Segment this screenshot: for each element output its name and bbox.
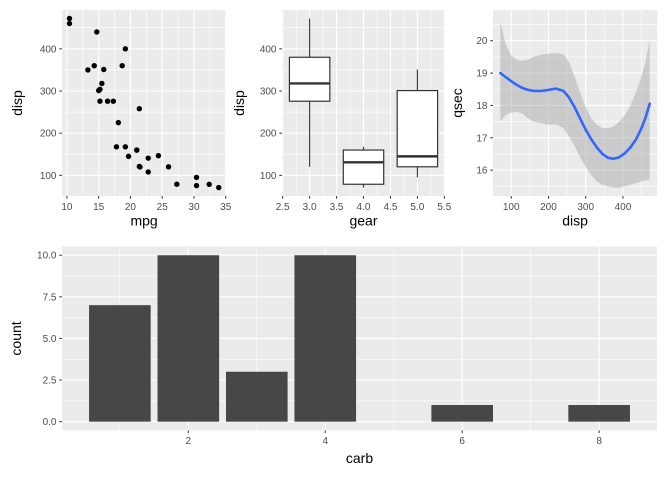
x-tick-label: 4 <box>322 436 328 447</box>
x-tick-label: 300 <box>577 202 594 213</box>
smooth-panel: 100 200 300 400 16 17 18 19 20 disp qsec <box>449 10 658 229</box>
confidence-ribbon <box>500 21 650 188</box>
x-tick-label: 3.5 <box>330 202 344 213</box>
box <box>288 56 331 102</box>
x-tick-label: 4.0 <box>357 202 371 213</box>
x-tick-label: 100 <box>503 202 520 213</box>
y-tick-label: 17 <box>476 133 488 144</box>
y-tick-label: 300 <box>260 87 277 98</box>
y-tick-label: 2.5 <box>43 376 57 387</box>
x-tick-label: 35 <box>220 202 232 213</box>
data-point <box>193 174 200 181</box>
x-axis-title: gear <box>349 213 377 229</box>
box <box>396 89 439 168</box>
bar <box>157 255 220 422</box>
data-point <box>91 62 97 69</box>
y-tick-label: 10.0 <box>37 251 57 262</box>
y-axis-title: qsec <box>449 88 465 118</box>
y-tick-label: 20 <box>476 36 488 47</box>
data-point <box>145 155 151 161</box>
data-point <box>122 46 129 52</box>
y-tick-label: 100 <box>260 171 277 182</box>
y-tick-label: 300 <box>40 87 57 98</box>
x-tick-label: 400 <box>615 202 632 213</box>
y-axis-title: disp <box>9 90 25 116</box>
x-tick-label: 20 <box>125 202 137 213</box>
y-tick-label: 400 <box>260 44 277 55</box>
data-point <box>136 163 143 170</box>
y-tick-label: 200 <box>40 129 57 140</box>
bar <box>89 305 151 422</box>
scatter-panel: 10 15 20 25 30 35 100 200 300 400 mpg disp <box>9 10 232 229</box>
bar-panel: 2 4 6 8 0.0 2.5 5.0 7.5 10.0 carb count <box>8 246 657 466</box>
x-tick-label: 3.0 <box>303 202 317 213</box>
y-tick-label: 16 <box>476 166 488 177</box>
y-tick-label: 18 <box>476 101 488 112</box>
x-axis-title: disp <box>562 213 588 229</box>
data-point <box>104 98 111 104</box>
data-point <box>110 98 116 104</box>
y-tick-label: 100 <box>40 171 57 182</box>
data-point <box>113 144 120 150</box>
y-tick-label: 0.0 <box>43 417 57 428</box>
x-tick-label: 6 <box>459 436 465 447</box>
data-point <box>101 66 107 73</box>
data-point <box>134 147 140 153</box>
data-point <box>206 181 212 188</box>
data-point <box>115 119 122 126</box>
x-axis-title: mpg <box>130 213 157 229</box>
data-point <box>193 182 200 189</box>
y-axis-title: count <box>8 321 24 355</box>
data-point <box>155 152 162 159</box>
bar <box>431 405 494 422</box>
y-tick-label: 400 <box>40 44 57 55</box>
data-point <box>66 20 73 27</box>
bar <box>294 255 357 422</box>
y-tick-label: 19 <box>476 69 488 80</box>
bar <box>225 371 288 422</box>
data-point <box>136 106 143 112</box>
data-point <box>216 184 222 191</box>
data-point <box>122 144 129 150</box>
y-tick-label: 5.0 <box>43 334 57 345</box>
smooth-line <box>499 71 651 161</box>
x-tick-label: 2 <box>186 436 192 447</box>
boxplot-panel: 2.5 3.0 3.5 4.0 4.5 5.0 5.5 100 200 300 400 gear dis… <box>231 10 452 229</box>
data-point <box>94 29 100 35</box>
x-tick-label: 8 <box>596 436 602 447</box>
x-tick-label: 15 <box>93 202 105 213</box>
x-tick-label: 200 <box>540 202 557 213</box>
x-tick-label: 30 <box>188 202 200 213</box>
data-point <box>95 87 102 94</box>
data-point <box>85 67 91 73</box>
data-point <box>174 181 180 187</box>
panel-background <box>62 10 227 196</box>
data-point <box>97 98 103 104</box>
data-point <box>66 15 73 22</box>
x-tick-label: 2.5 <box>276 202 290 213</box>
x-tick-label: 4.5 <box>383 202 397 213</box>
box <box>342 149 385 185</box>
bar <box>568 405 630 422</box>
data-point <box>99 80 105 87</box>
x-axis-title: carb <box>346 450 373 466</box>
x-tick-label: 5.0 <box>410 202 424 213</box>
y-tick-label: 200 <box>260 129 277 140</box>
data-point <box>145 169 151 175</box>
data-point <box>125 153 132 160</box>
x-tick-label: 25 <box>157 202 169 213</box>
data-point <box>165 164 172 170</box>
data-point <box>119 62 125 69</box>
y-tick-label: 7.5 <box>43 292 57 303</box>
y-axis-title: disp <box>231 90 247 116</box>
x-tick-label: 5.5 <box>437 202 451 213</box>
x-tick-label: 10 <box>61 202 73 213</box>
